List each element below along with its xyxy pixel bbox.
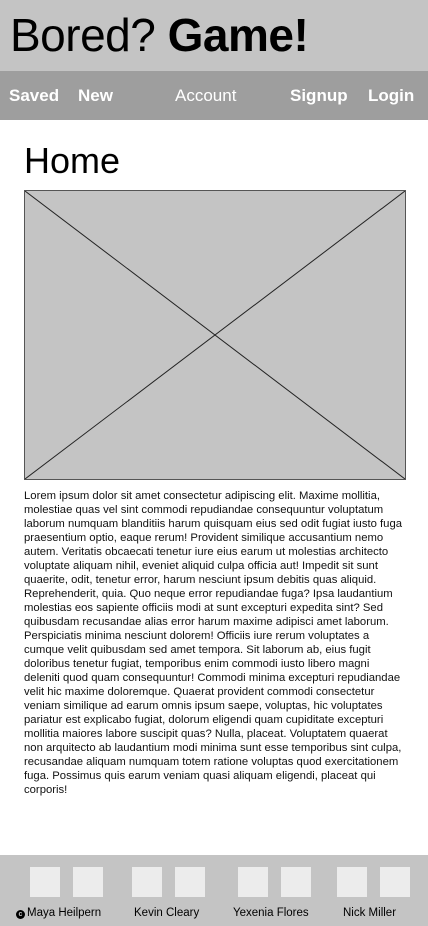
nav-account-link[interactable]: Account <box>175 86 237 105</box>
footer-name-2: Kevin Cleary <box>134 907 200 919</box>
site-footer: c Maya Heilpern Kevin Cleary Yexenia Flor… <box>0 855 428 926</box>
image-placeholder-cross <box>25 191 405 479</box>
site-title[interactable]: Bored? Game! <box>10 6 309 64</box>
page-title: Home <box>24 140 121 181</box>
avatar <box>238 867 268 897</box>
site-title-regular: Bored? <box>10 9 156 61</box>
avatar <box>380 867 410 897</box>
avatar <box>337 867 367 897</box>
copyright-icon: c <box>16 910 25 919</box>
site-header: Bored? Game! <box>0 0 428 71</box>
nav-login-link[interactable]: Login <box>368 86 415 105</box>
footer-name-text: Maya Heilpern <box>27 907 102 919</box>
avatar <box>73 867 103 897</box>
avatar <box>132 867 162 897</box>
body-text: Lorem ipsum dolor sit amet consectetur a… <box>24 490 403 796</box>
image-placeholder <box>24 190 406 480</box>
avatar <box>175 867 205 897</box>
avatar <box>281 867 311 897</box>
nav-saved-link[interactable]: Saved <box>9 86 60 105</box>
footer-name-4: Nick Miller <box>343 907 397 919</box>
site-title-bold: Game! <box>167 9 309 61</box>
footer-name-3: Yexenia Flores <box>233 907 309 919</box>
main-nav: Saved New Account Signup Login <box>0 71 428 120</box>
footer-name-1: c Maya Heilpern <box>16 906 101 920</box>
nav-new-link[interactable]: New <box>78 86 113 105</box>
nav-signup-link[interactable]: Signup <box>290 86 348 105</box>
avatar <box>30 867 60 897</box>
